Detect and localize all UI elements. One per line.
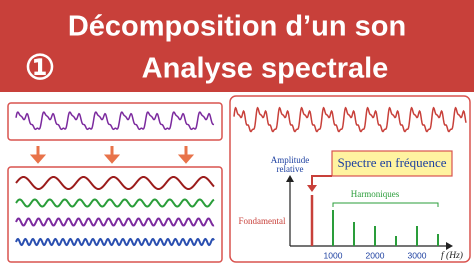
pointer — [311, 175, 332, 186]
spectrum-label-box — [331, 150, 453, 177]
component-wave — [15, 175, 215, 191]
subtitle: Analyse spectrale — [142, 53, 389, 85]
signal-wave — [233, 106, 467, 133]
x-tick-label: 3000 — [408, 250, 427, 260]
x-tick-label: 2000 — [366, 250, 385, 260]
component-wave — [15, 237, 215, 247]
spectrum-panel — [229, 95, 471, 263]
signal-wave — [15, 111, 215, 131]
y-label: Amplitude — [271, 155, 310, 165]
y-arrow — [286, 175, 294, 182]
fundamental-label: Fondamental — [239, 216, 286, 226]
y-label: relative — [277, 164, 304, 174]
x-axis-label: f (Hz) — [441, 250, 463, 261]
components-box — [7, 166, 223, 263]
x-tick-label: 1000 — [324, 250, 343, 260]
step-number: ① — [25, 49, 55, 87]
harmonics — [332, 210, 439, 246]
arrows — [29, 146, 195, 164]
x-arrow — [446, 242, 453, 250]
signal-box — [7, 102, 223, 141]
spectrum-label: Spectre en fréquence — [338, 155, 447, 170]
title: Décomposition d’un son — [68, 11, 406, 43]
harmonics-label: Harmoniques — [351, 189, 400, 199]
pointer-head — [307, 185, 317, 192]
component-wave — [15, 217, 215, 227]
banner — [0, 0, 474, 92]
harmonics-bracket — [332, 202, 439, 207]
component-wave — [15, 198, 215, 208]
